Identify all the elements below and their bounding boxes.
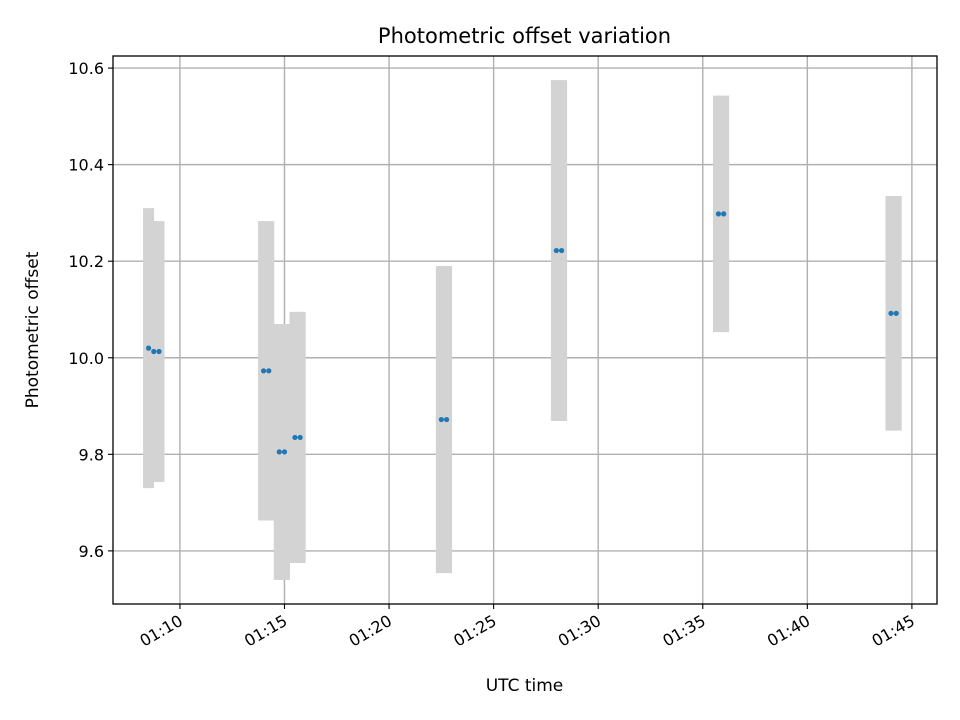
- plot-frame: [112, 55, 938, 605]
- data-point: [888, 310, 894, 316]
- data-point: [266, 368, 272, 374]
- y-tick-label: 9.6: [79, 542, 104, 561]
- data-point: [438, 416, 444, 423]
- data-point: [553, 247, 559, 254]
- x-axis-label: UTC time: [486, 676, 564, 696]
- y-axis: 9.6 9.8 10.0 10.2 10.4 10.6: [68, 59, 113, 561]
- data-point: [260, 368, 267, 374]
- data-point: [145, 345, 152, 351]
- data-point: [281, 449, 288, 455]
- data-points: [145, 211, 899, 455]
- data-point: [443, 416, 450, 423]
- data-point: [893, 310, 899, 316]
- chart-title: Photometric offset variation: [378, 24, 671, 48]
- y-tick-label: 10.4: [68, 156, 104, 175]
- data-point: [715, 211, 722, 217]
- y-tick-label: 9.8: [79, 445, 104, 464]
- data-point: [721, 211, 727, 217]
- data-point: [276, 449, 282, 455]
- y-tick-label: 10.2: [68, 252, 104, 271]
- y-tick-label: 10.6: [68, 59, 104, 78]
- y-tick-label: 10.0: [68, 349, 104, 368]
- data-point: [156, 348, 162, 355]
- grid: [113, 56, 937, 604]
- data-point: [151, 348, 157, 355]
- data-point: [558, 247, 565, 254]
- data-point: [292, 434, 298, 441]
- y-axis-label: Photometric offset: [23, 251, 43, 408]
- data-point: [297, 434, 303, 441]
